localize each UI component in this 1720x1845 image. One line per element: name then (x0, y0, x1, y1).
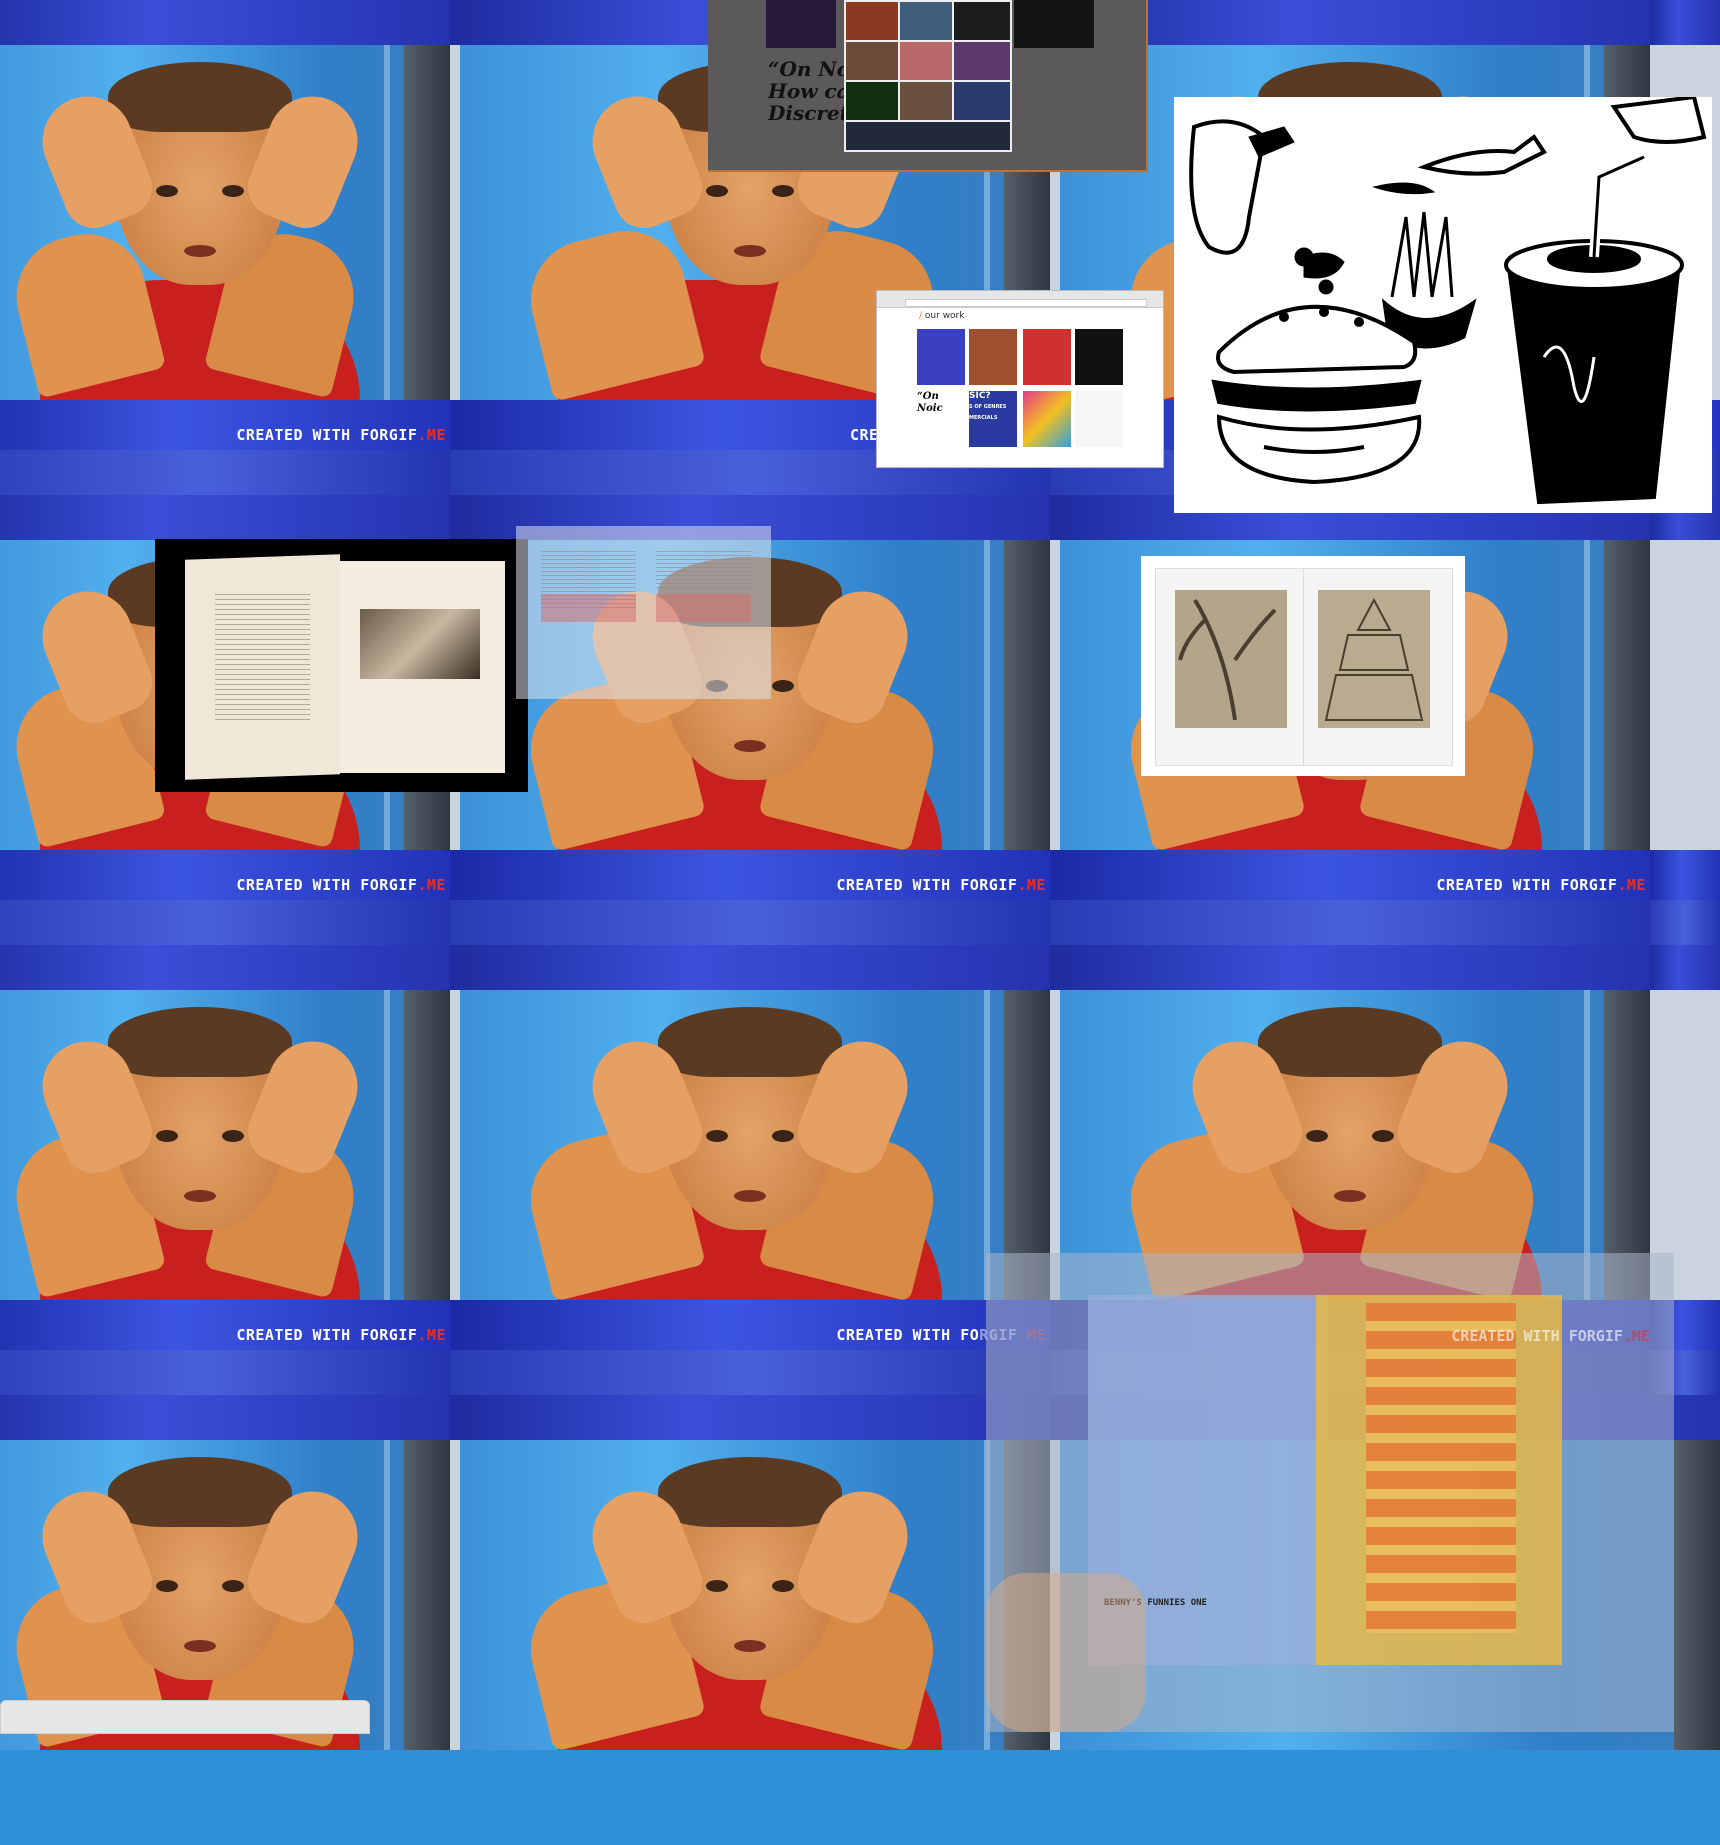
thumbnail (766, 0, 836, 48)
website-screenshot-image[interactable]: / our work “On Noic SIC? S OF GENRES MER… (876, 290, 1164, 468)
fast-food-illustration-image[interactable] (1174, 97, 1712, 513)
poster-collage-image[interactable]: “On Noic How can Discretion (708, 0, 1148, 172)
gif-watermark: CREATED WITH FORGIF.ME (236, 1326, 446, 1344)
thumbnail (1014, 0, 1094, 48)
portfolio-thumb (1023, 329, 1071, 385)
taskbar-edge[interactable] (0, 1700, 370, 1734)
soda-cup-illustration (1504, 152, 1684, 505)
gif-watermark: CRE (850, 426, 879, 444)
section-heading: / our work (919, 311, 965, 321)
gif-watermark: CREATED WITH FORGIF.ME (236, 876, 446, 894)
gif-tile (1650, 495, 1720, 945)
portfolio-thumb: SIC? S OF GENRES MERCIALS (969, 391, 1017, 447)
faded-spread-image[interactable] (516, 526, 771, 699)
gif-tile: CREATED WITH FORGIF.ME (450, 945, 1050, 1395)
portfolio-thumb (969, 329, 1017, 385)
open-book-photo[interactable] (155, 539, 528, 792)
gif-tile: CREATED WITH FORGIF.ME (0, 945, 450, 1395)
zine-caption: BENNY'S FUNNIES ONE (1104, 1598, 1207, 1608)
browser-chrome (877, 291, 1163, 308)
burger-illustration (1211, 305, 1422, 485)
gif-tile (0, 1395, 450, 1845)
zine-photo-image[interactable]: BENNY'S FUNNIES ONE CREATED WITH FORGIF.… (986, 1253, 1674, 1732)
sketchbook-spread-image[interactable] (1141, 556, 1465, 776)
gif-watermark: CREATED WITH FORGIF.ME (1451, 1327, 1650, 1345)
portfolio-thumb (1075, 329, 1123, 385)
portfolio-thumb: “On Noic (917, 391, 965, 447)
portfolio-thumb (917, 329, 965, 385)
gif-watermark: CREATED WITH FORGIF.ME (236, 426, 446, 444)
gif-watermark: CREATED WITH FORGIF.ME (1436, 876, 1646, 894)
portfolio-thumb (1075, 391, 1123, 447)
photo-collage (844, 0, 1012, 152)
portfolio-thumb (1023, 391, 1071, 447)
fries-illustration (1381, 211, 1477, 349)
gif-watermark: CREATED WITH FORGIF.ME (836, 876, 1046, 894)
gif-tile: CREATED WITH FORGIF.ME (0, 0, 450, 495)
gif-tile (450, 1395, 1050, 1845)
